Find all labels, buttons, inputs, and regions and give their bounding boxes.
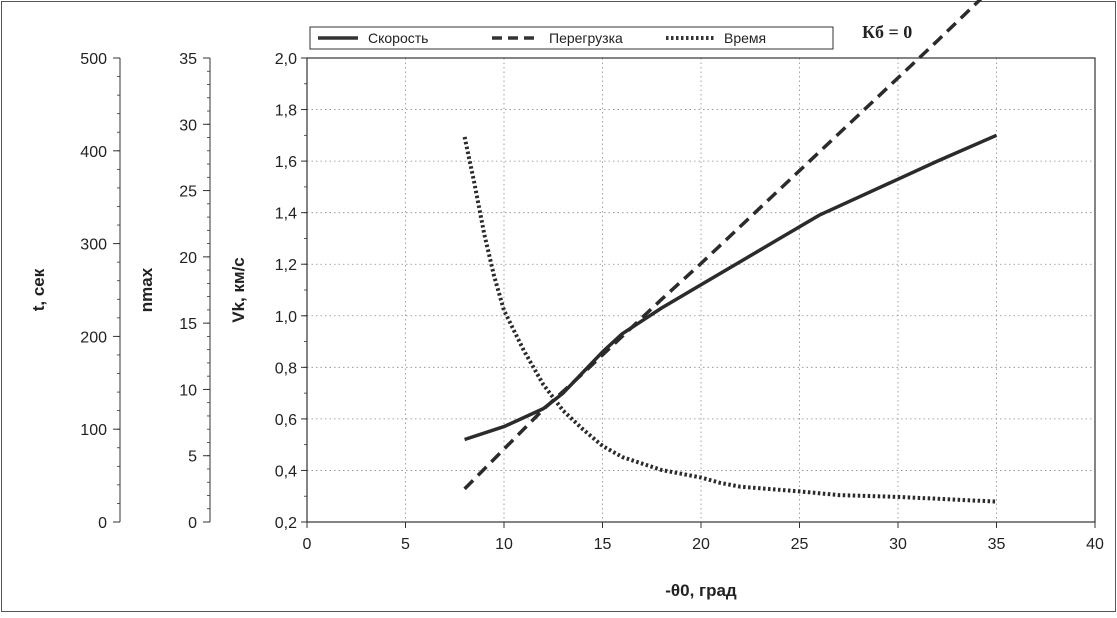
- y-tick-label-speed: 0,2: [275, 515, 297, 532]
- legend-label-speed: Скорость: [368, 30, 428, 46]
- x-axis-title: -θ0, град: [665, 581, 737, 600]
- x-tick-label: 15: [594, 536, 612, 553]
- overload-line: [463, 0, 983, 491]
- y-axis-title-speed: Vk, км/с: [229, 257, 248, 323]
- y-axis-title-overload: nmax: [137, 267, 156, 312]
- y-tick-label-speed: 0,6: [275, 412, 297, 429]
- x-tick-label: 35: [988, 536, 1006, 553]
- legend: Скорость Перегрузка Время: [309, 26, 834, 50]
- y-tick-label-speed: 0,8: [275, 360, 297, 377]
- y-tick-label-speed: 1,6: [275, 154, 297, 171]
- y-tick-label-speed: 0,4: [275, 463, 297, 480]
- y-tick-label-overload: 10: [179, 382, 197, 399]
- x-tick-label: 25: [791, 536, 809, 553]
- chart-annotation: Кб = 0: [862, 22, 912, 42]
- axes: 0 5 10 15 20 25 30 35 40 0,2 0,4 0,6 0,8 1,0 1,2 1,4 1,6…: [80, 51, 1104, 553]
- y-tick-label-time: 200: [80, 329, 107, 346]
- y-tick-label-overload: 30: [179, 117, 197, 134]
- y-tick-label-speed: 2,0: [275, 51, 297, 68]
- x-tick-label: 0: [303, 536, 312, 553]
- y-tick-label-time: 500: [80, 51, 107, 68]
- legend-label-overload: Перегрузка: [549, 30, 623, 46]
- x-tick-label: 40: [1086, 536, 1104, 553]
- y-axis-title-time: t, сек: [29, 268, 48, 311]
- series: [462, 0, 998, 504]
- y-tick-label-overload: 25: [179, 184, 197, 201]
- x-tick-label: 20: [692, 536, 710, 553]
- y-tick-label-speed: 1,0: [275, 309, 297, 326]
- legend-label-time: Время: [724, 30, 766, 46]
- y-tick-label-overload: 15: [179, 316, 197, 333]
- y-tick-label-overload: 5: [188, 449, 197, 466]
- y-tick-label-speed: 1,8: [275, 103, 297, 120]
- y-tick-label-time: 400: [80, 144, 107, 161]
- x-tick-label: 30: [889, 536, 907, 553]
- legend-box: [309, 26, 834, 50]
- y-tick-label-speed: 1,2: [275, 257, 297, 274]
- y-tick-label-time: 0: [98, 515, 107, 532]
- y-tick-label-speed: 1,4: [275, 206, 297, 223]
- x-tick-label: 5: [401, 536, 410, 553]
- y-tick-label-overload: 20: [179, 250, 197, 267]
- x-tick-label: 10: [495, 536, 513, 553]
- y-tick-label-overload: 0: [188, 515, 197, 532]
- y-tick-label-time: 300: [80, 237, 107, 254]
- y-tick-label-overload: 35: [179, 51, 197, 68]
- y-tick-label-time: 100: [80, 422, 107, 439]
